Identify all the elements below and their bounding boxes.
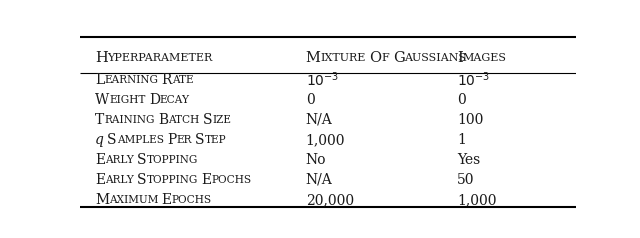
Text: D: D <box>149 93 160 107</box>
Text: IXTURE: IXTURE <box>321 53 366 63</box>
Text: E: E <box>95 173 105 187</box>
Text: P: P <box>167 133 176 147</box>
Text: 20,000: 20,000 <box>306 193 354 207</box>
Text: O: O <box>369 51 381 65</box>
Text: E: E <box>162 193 172 207</box>
Text: 100: 100 <box>457 113 483 127</box>
Text: q: q <box>95 133 104 147</box>
Text: 0: 0 <box>306 93 314 107</box>
Text: H: H <box>95 51 108 65</box>
Text: ATCH: ATCH <box>168 115 200 125</box>
Text: S: S <box>137 173 147 187</box>
Text: AXIMUM: AXIMUM <box>109 195 158 205</box>
Text: ER: ER <box>176 135 192 145</box>
Text: POCHS: POCHS <box>172 195 212 205</box>
Text: RAINING: RAINING <box>104 115 155 125</box>
Text: AUSSIANS: AUSSIANS <box>404 53 467 63</box>
Text: $10^{-3}$: $10^{-3}$ <box>457 71 490 89</box>
Text: M: M <box>306 51 321 65</box>
Text: S: S <box>195 133 205 147</box>
Text: G: G <box>393 51 404 65</box>
Text: 50: 50 <box>457 173 474 187</box>
Text: ARLY: ARLY <box>105 155 134 165</box>
Text: E: E <box>95 153 105 167</box>
Text: MAGES: MAGES <box>463 53 507 63</box>
Text: 0: 0 <box>457 93 466 107</box>
Text: EARNING: EARNING <box>104 75 158 85</box>
Text: TOPPING: TOPPING <box>147 155 198 165</box>
Text: R: R <box>161 73 172 87</box>
Text: 1,000: 1,000 <box>306 133 345 147</box>
Text: N/A: N/A <box>306 113 332 127</box>
Text: T: T <box>95 113 104 127</box>
Text: ARLY: ARLY <box>105 175 134 185</box>
Text: F: F <box>381 53 389 63</box>
Text: I: I <box>457 51 463 65</box>
Text: Yes: Yes <box>457 153 480 167</box>
Text: TEP: TEP <box>205 135 227 145</box>
Text: ECAY: ECAY <box>160 95 190 105</box>
Text: AMPLES: AMPLES <box>116 135 164 145</box>
Text: $10^{-3}$: $10^{-3}$ <box>306 71 339 89</box>
Text: S: S <box>203 113 212 127</box>
Text: M: M <box>95 193 109 207</box>
Text: ATE: ATE <box>172 75 193 85</box>
Text: YPERPARAMETER: YPERPARAMETER <box>108 53 213 63</box>
Text: W: W <box>95 93 109 107</box>
Text: N/A: N/A <box>306 173 332 187</box>
Text: IZE: IZE <box>212 115 231 125</box>
Text: 1: 1 <box>457 133 466 147</box>
Text: POCHS: POCHS <box>211 175 252 185</box>
Text: No: No <box>306 153 326 167</box>
Text: L: L <box>95 73 104 87</box>
Text: TOPPING: TOPPING <box>147 175 198 185</box>
Text: S: S <box>107 133 116 147</box>
Text: 1,000: 1,000 <box>457 193 497 207</box>
Text: EIGHT: EIGHT <box>109 95 145 105</box>
Text: B: B <box>158 113 168 127</box>
Text: E: E <box>202 173 211 187</box>
Text: S: S <box>137 153 147 167</box>
